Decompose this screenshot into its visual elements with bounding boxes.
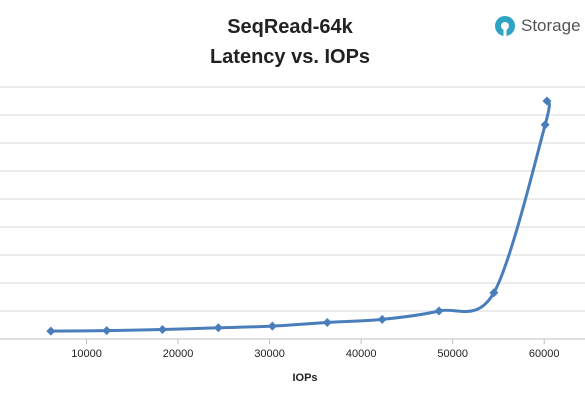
x-axis-title: IOPs bbox=[292, 372, 317, 384]
data-point bbox=[267, 321, 277, 331]
x-tick-label: 50000 bbox=[437, 348, 468, 360]
data-point bbox=[158, 324, 168, 334]
series-line bbox=[50, 100, 551, 333]
data-point bbox=[489, 288, 499, 298]
data-point bbox=[213, 323, 223, 333]
brand-logo: Storage bbox=[494, 14, 581, 38]
data-point bbox=[377, 314, 387, 324]
data-point bbox=[102, 326, 112, 336]
x-tick-label: 60000 bbox=[529, 348, 560, 360]
storage-logo-icon bbox=[495, 16, 515, 36]
data-point bbox=[542, 96, 552, 106]
data-point bbox=[434, 306, 444, 316]
chart-subtitle: Latency vs. IOPs bbox=[209, 46, 371, 68]
x-tick-label: 20000 bbox=[163, 348, 194, 360]
brand-name: Storage bbox=[521, 16, 581, 35]
data-point bbox=[540, 120, 550, 130]
chart-title: SeqRead-64k bbox=[227, 16, 353, 38]
x-tick-label: 30000 bbox=[254, 348, 285, 360]
x-tick-label: 40000 bbox=[346, 348, 377, 360]
x-tick-label: 10000 bbox=[71, 348, 102, 360]
data-point bbox=[322, 317, 332, 327]
data-point bbox=[46, 326, 56, 336]
